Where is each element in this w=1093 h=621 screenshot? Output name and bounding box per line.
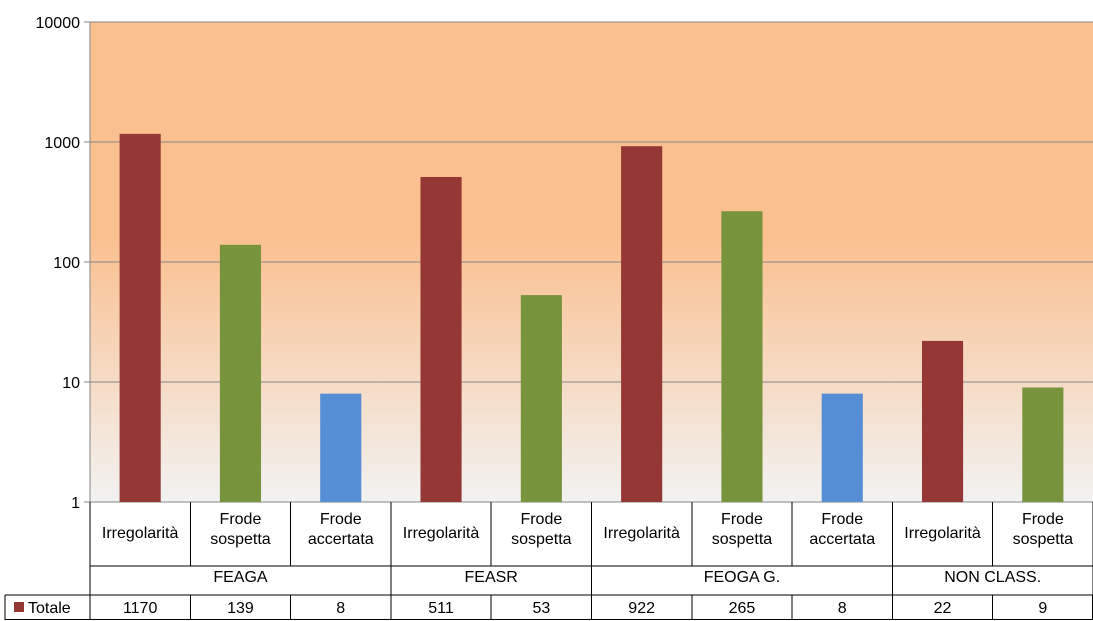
x-tick-label: Frode accertata: [308, 511, 374, 548]
bar-sospetta: [219, 244, 262, 502]
x-tick-label: Frode sospetta: [712, 511, 773, 548]
data-table-value: 8: [336, 600, 345, 617]
y-tick-label: 10000: [36, 15, 81, 32]
group-label: FEOGA G.: [704, 569, 780, 586]
x-tick-label: Irregolarità: [102, 525, 179, 542]
bar-accertata: [821, 393, 863, 502]
x-tick-label: Irregolarità: [603, 525, 680, 542]
x-tick-label: Frode sospetta: [210, 511, 271, 548]
data-table-value: 1170: [123, 600, 158, 617]
bar-irregolarita: [921, 340, 964, 502]
data-table-value: 511: [428, 600, 454, 617]
group-label: FEASR: [465, 569, 518, 586]
group-label: NON CLASS.: [944, 569, 1041, 586]
y-tick-label: 10: [62, 375, 80, 392]
group-label: FEAGA: [213, 569, 268, 586]
data-table-value: 53: [532, 600, 550, 617]
bar-sospetta: [1022, 387, 1064, 502]
bar-sospetta: [721, 211, 763, 502]
y-axis: 1 10 100 1000 10000: [36, 15, 91, 512]
data-table-value: 9: [1038, 600, 1047, 617]
data-table-value: 8: [838, 600, 847, 617]
data-table: Irregolarità Frode sospetta Frode accertata I…: [4, 502, 1093, 620]
x-tick-label: Frode accertata: [809, 511, 875, 548]
legend-swatch: [14, 602, 24, 612]
x-tick-label: Irregolarità: [403, 525, 480, 542]
x-tick-label: Irregolarità: [904, 525, 981, 542]
bar-irregolarita: [621, 146, 663, 502]
bar-accertata: [320, 393, 362, 502]
data-table-value: 22: [934, 600, 952, 617]
data-table-value: 265: [729, 600, 756, 617]
bar-irregolarita: [420, 176, 462, 502]
y-tick-label: 100: [53, 255, 80, 272]
data-table-value: 139: [227, 600, 254, 617]
bar-irregolarita: [119, 133, 161, 503]
legend-label: Totale: [28, 600, 71, 617]
y-tick-label: 1000: [44, 135, 80, 152]
y-tick-label: 1: [71, 495, 80, 512]
bars: [119, 133, 1064, 503]
x-tick-label: Frode sospetta: [511, 511, 572, 548]
x-tick-label: Frode sospetta: [1013, 511, 1074, 548]
bar-sospetta: [520, 295, 562, 502]
data-table-value: 922: [628, 600, 655, 617]
